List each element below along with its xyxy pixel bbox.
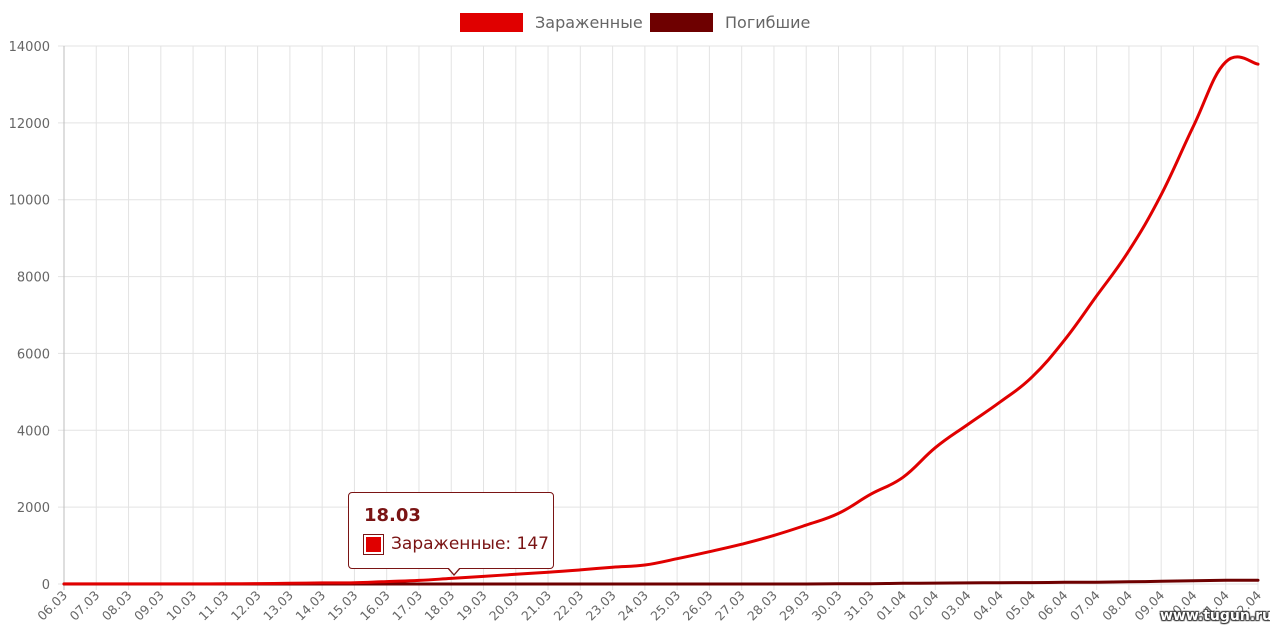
x-tick-label-11.03: 11.03 — [196, 588, 232, 624]
tooltip-pointer — [447, 567, 461, 576]
x-tick-label-30.03: 30.03 — [809, 588, 845, 624]
x-tick-label-29.03: 29.03 — [776, 588, 812, 624]
x-tick-label-24.03: 24.03 — [615, 588, 651, 624]
x-tick-label-15.03: 15.03 — [325, 588, 361, 624]
x-tick-label-08.04: 08.04 — [1099, 587, 1135, 623]
x-tick-label-04.04: 04.04 — [970, 587, 1006, 623]
chart-legend: Зараженные Погибшие — [460, 13, 810, 32]
y-tick-label-10000: 10000 — [9, 194, 50, 209]
series-line-1 — [62, 55, 1260, 586]
legend-label-2: Погибшие — [725, 13, 810, 32]
x-tick-label-12.03: 12.03 — [228, 588, 264, 624]
chart-series — [62, 55, 1260, 586]
x-tick-label-16.03: 16.03 — [357, 588, 393, 624]
x-tick-label-02.04: 02.04 — [905, 587, 941, 623]
x-tick-label-22.03: 22.03 — [551, 588, 587, 624]
y-tick-label-8000: 8000 — [17, 271, 50, 286]
tooltip-title: 18.03 — [364, 505, 421, 526]
x-tick-label-07.04: 07.04 — [1067, 587, 1103, 623]
x-tick-label-23.03: 23.03 — [583, 588, 619, 624]
y-tick-label-4000: 4000 — [17, 424, 50, 439]
x-tick-label-05.04: 05.04 — [1002, 587, 1038, 623]
x-tick-label-10.03: 10.03 — [163, 588, 199, 624]
x-tick-label-01.04: 01.04 — [873, 587, 909, 623]
y-axis: 0 2000 4000 6000 8000 10000 12000 14000 — [9, 40, 50, 593]
x-axis: 06.0307.0308.0309.0310.0311.0312.0313.03… — [34, 587, 1264, 623]
x-tick-label-19.03: 19.03 — [454, 588, 490, 624]
x-tick-label-31.03: 31.03 — [841, 588, 877, 624]
x-tick-label-09.03: 09.03 — [131, 588, 167, 624]
chart-tooltip: 18.03 Зараженные: 147 — [348, 492, 554, 576]
y-tick-label-0: 0 — [42, 578, 50, 593]
tooltip-label: Зараженные: 147 — [391, 534, 549, 554]
x-tick-label-20.03: 20.03 — [486, 588, 522, 624]
legend-swatch-1 — [460, 13, 523, 32]
x-tick-label-26.03: 26.03 — [680, 588, 716, 624]
x-tick-label-17.03: 17.03 — [389, 588, 425, 624]
x-tick-label-03.04: 03.04 — [938, 587, 974, 623]
tooltip-row: Зараженные: 147 — [363, 534, 549, 554]
legend-label-1: Зараженные — [535, 13, 643, 32]
y-tick-label-12000: 12000 — [9, 117, 50, 132]
x-tick-label-25.03: 25.03 — [647, 588, 683, 624]
x-tick-label-21.03: 21.03 — [518, 588, 554, 624]
y-tick-label-6000: 6000 — [17, 347, 50, 362]
x-tick-label-07.03: 07.03 — [66, 588, 102, 624]
y-tick-label-2000: 2000 — [17, 501, 50, 516]
y-tick-label-14000: 14000 — [9, 40, 50, 55]
x-tick-label-13.03: 13.03 — [260, 588, 296, 624]
x-tick-label-06.03: 06.03 — [34, 588, 70, 624]
x-tick-label-27.03: 27.03 — [712, 588, 748, 624]
legend-swatch-2 — [650, 13, 713, 32]
chart-grid — [58, 45, 1259, 590]
x-tick-label-06.04: 06.04 — [1035, 587, 1071, 623]
x-tick-label-14.03: 14.03 — [292, 588, 328, 624]
tooltip-swatch — [364, 534, 383, 554]
x-tick-label-28.03: 28.03 — [744, 588, 780, 624]
x-tick-label-08.03: 08.03 — [99, 588, 135, 624]
x-tick-label-18.03: 18.03 — [421, 588, 457, 624]
watermark: www.tugun.ru — [1160, 608, 1270, 624]
